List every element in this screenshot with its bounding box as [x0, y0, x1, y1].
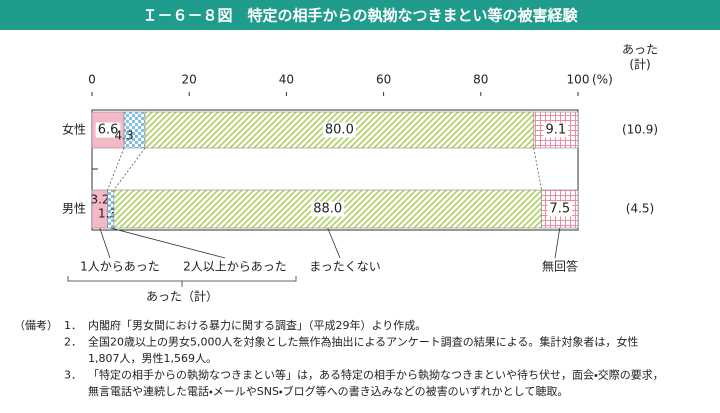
connector: [107, 147, 125, 191]
note-text: 内閣府「男女間における暴力に関する調査」（平成29年）より作成。: [88, 318, 426, 332]
note-text: 「特定の相手からの執拗なつきまとい等」は，ある特定の相手から執拗なつきまといや待…: [88, 368, 664, 382]
x-tick-label: 80: [473, 73, 488, 87]
note-number: 1．: [64, 319, 82, 332]
y-tick-label: 女性: [62, 123, 86, 137]
legend-label: 1人からあった: [80, 260, 160, 274]
leader-line: [327, 227, 341, 259]
legend-label: 2人以上からあった: [183, 260, 287, 274]
totals-header: あった: [622, 43, 658, 57]
leader-line: [99, 227, 111, 259]
x-tick-label: 100: [567, 73, 590, 87]
x-tick-label: 40: [279, 73, 294, 87]
connector: [113, 147, 146, 191]
value-label: 80.0: [325, 123, 354, 138]
value-label-bg: [322, 122, 356, 138]
totals-header: (計): [629, 57, 650, 72]
x-unit: (%): [592, 73, 613, 87]
value-label: 6.6: [98, 123, 119, 138]
total-label: (10.9): [622, 123, 658, 137]
value-label: 7.5: [549, 202, 570, 217]
note-number: 3．: [64, 369, 82, 382]
total-label: (4.5): [626, 202, 654, 216]
x-tick-label: 20: [182, 73, 197, 87]
leader-line: [110, 227, 226, 259]
value-label: 3.2: [90, 193, 109, 207]
x-tick-label: 60: [376, 73, 391, 87]
value-label-bg: [547, 201, 573, 217]
totals-label: あった（計）: [146, 289, 218, 304]
value-label: 4.3: [115, 129, 134, 143]
chart-title: Ｉ－６－８図 特定の相手からの執拗なつきまとい等の被害経験: [142, 7, 578, 25]
notes-label: （備考）: [14, 319, 58, 332]
title-bar: [0, 0, 720, 30]
plot-frame: [91, 109, 579, 231]
note-text: 1,807人，男性1,569人。: [88, 351, 217, 365]
x-tick-label: 0: [88, 73, 96, 87]
value-label-bg: [311, 201, 345, 217]
note-number: 2．: [64, 336, 82, 349]
y-tick-label: 男性: [62, 202, 86, 216]
note-text: 全国20歳以上の男女5,000人を対象とした無作為抽出によるアンケート調査の結果…: [88, 335, 638, 349]
leader-line: [554, 227, 561, 259]
value-label: 9.1: [546, 123, 567, 138]
value-label-bg: [543, 122, 569, 138]
bracket: [67, 276, 297, 282]
value-label: 1.3: [98, 207, 117, 221]
connector: [533, 147, 542, 191]
legend-label: まったくない: [309, 260, 381, 274]
value-label-bg: [95, 122, 121, 138]
legend-label: 無回答: [542, 259, 578, 274]
value-label: 88.0: [313, 202, 342, 217]
note-text: 無言電話や連続した電話・メールやSNS・ブログ等への書き込みなどの被害のいずれか…: [88, 384, 568, 398]
